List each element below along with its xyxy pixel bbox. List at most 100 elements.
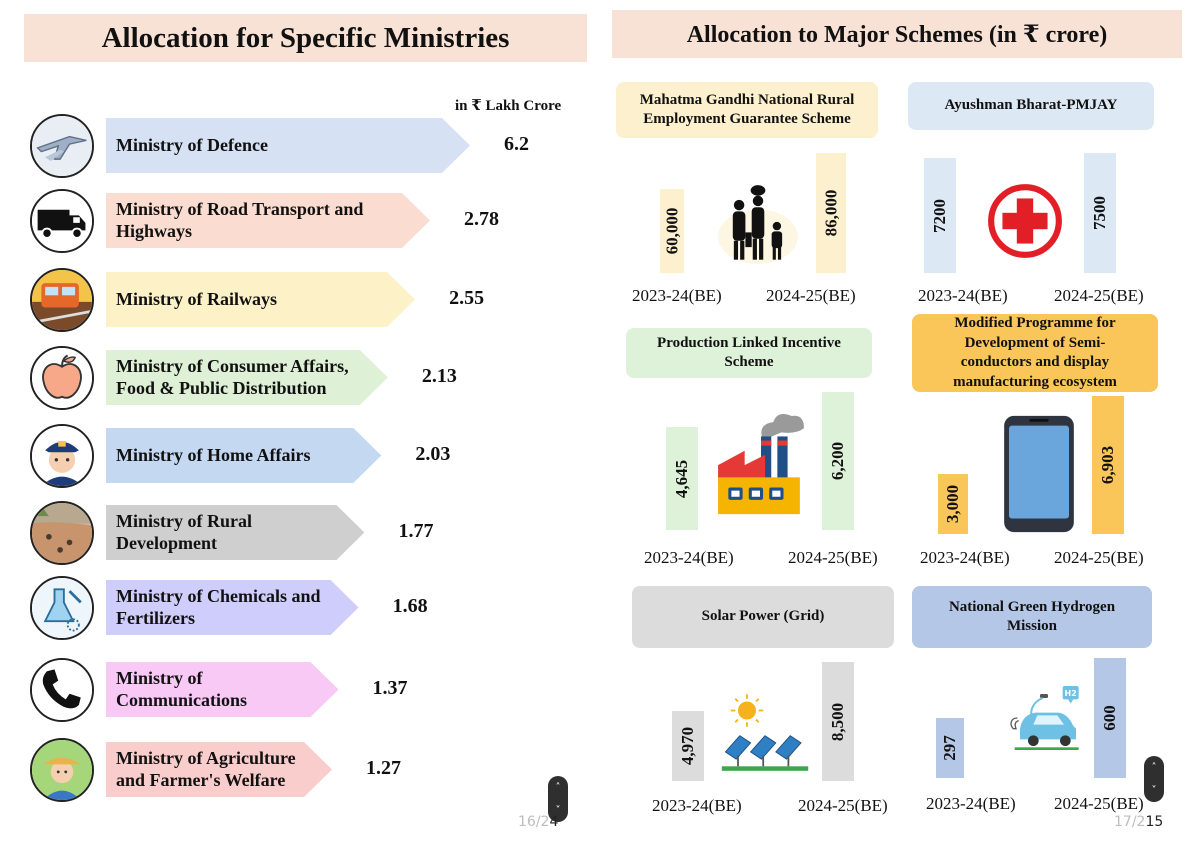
scheme-bar: 8,500 xyxy=(822,662,854,781)
hydrogen-car-icon: H2 xyxy=(980,652,1080,776)
scheme-bar-value: 3,000 xyxy=(943,484,962,524)
fighter-jet-icon xyxy=(30,114,94,178)
scheme-label-line: Mahatma Gandhi National Rural xyxy=(639,91,855,108)
scheme-label-line: Development of Semi- xyxy=(964,334,1106,351)
ministry-label-line: Ministry of Road Transport and xyxy=(116,198,364,219)
ministry-value: 1.37 xyxy=(372,677,408,699)
scheme-bar: 6,903 xyxy=(1092,396,1124,534)
ministry-bar: Ministry of Home Affairs xyxy=(106,428,382,483)
left-page-scroll-control[interactable]: ˄ ˅ xyxy=(548,776,568,822)
ministry-value: 2.78 xyxy=(464,208,499,230)
scheme-label-line: Production Linked Incentive xyxy=(657,334,841,351)
ministry-label-line: Development xyxy=(116,532,217,553)
ministry-label-line: Ministry of Rural xyxy=(116,510,252,531)
scheme-label-line: Solar Power (Grid) xyxy=(701,608,825,625)
unit-label: in ₹ Lakh Crore xyxy=(455,98,562,114)
left-page: Allocation for Specific Ministries in ₹ … xyxy=(24,14,587,830)
year-label: 2023-24(BE) xyxy=(644,548,734,567)
scheme-bar-value: 7500 xyxy=(1090,196,1109,230)
scheme-bar: 600 xyxy=(1094,658,1126,778)
year-label: 2023-24(BE) xyxy=(632,286,722,305)
scheme-bar-value: 600 xyxy=(1100,705,1119,731)
scheme-label-line: manufacturing ecosystem xyxy=(953,373,1117,390)
ministries-title: Allocation for Specific Ministries xyxy=(24,14,587,62)
scroll-up-icon[interactable]: ˄ xyxy=(555,781,561,793)
year-label: 2023-24(BE) xyxy=(920,548,1010,567)
scheme-bar: 7200 xyxy=(924,158,956,273)
ministry-value: 1.77 xyxy=(398,520,434,542)
ministry-label-line: Fertilizers xyxy=(116,607,195,628)
right-page-number: 17/215 xyxy=(1114,814,1164,830)
scheme-label: Ayushman Bharat-PMJAY xyxy=(908,82,1154,130)
farmer-icon xyxy=(30,738,94,802)
solar-panel-icon xyxy=(720,688,810,778)
family-icon xyxy=(716,182,800,266)
scheme-label: Solar Power (Grid) xyxy=(632,586,894,648)
year-label: 2023-24(BE) xyxy=(652,796,742,815)
ministry-bar: Ministry of Road Transport and Highways xyxy=(106,193,430,248)
scroll-down-icon[interactable]: ˅ xyxy=(555,804,561,816)
scheme-bar-value: 60,000 xyxy=(662,207,681,255)
year-label: 2024-25(BE) xyxy=(1054,548,1144,567)
scheme-bar-value: 7200 xyxy=(930,198,949,233)
ministry-label: Ministry of Road Transport and Highways xyxy=(116,193,363,248)
scheme-label: National Green Hydrogen Mission xyxy=(912,586,1152,648)
medical-cross-icon xyxy=(984,180,1066,262)
scroll-down-icon[interactable]: ˅ xyxy=(1151,784,1157,796)
ministry-bar: Ministry of Rural Development xyxy=(106,505,365,560)
chemical-lab-icon xyxy=(30,576,94,640)
year-label: 2023-24(BE) xyxy=(926,794,1016,813)
ministry-label: Ministry of Rural Development xyxy=(116,505,252,560)
train-icon xyxy=(30,268,94,332)
ministry-bar: Ministry of Railways xyxy=(106,272,416,327)
scheme-bar: 60,000 xyxy=(660,189,684,273)
ministry-label-line: Communications xyxy=(116,689,248,710)
scheme-bar-value: 4,970 xyxy=(678,726,697,766)
scheme-label-line: conductors and display xyxy=(960,354,1110,370)
ministry-label: Ministry of Defence xyxy=(116,118,268,173)
right-page-scroll-control[interactable]: ˄ ˅ xyxy=(1144,756,1164,802)
rural-field-icon xyxy=(30,501,94,565)
scheme-label-line: Employment Guarantee Scheme xyxy=(643,111,851,127)
scheme-label: Modified Programme for Development of Sem… xyxy=(912,314,1158,392)
year-label: 2023-24(BE) xyxy=(918,286,1008,305)
ministry-bar: Ministry of Consumer Affairs, Food & Publ… xyxy=(106,350,388,405)
left-page-number: 16/24 xyxy=(518,814,559,830)
year-label: 2024-25(BE) xyxy=(1054,794,1144,813)
ministry-bar: Ministry of Chemicals and Fertilizers xyxy=(106,580,359,635)
scheme-bar: 6,200 xyxy=(822,392,854,530)
scheme-bar: 4,645 xyxy=(666,427,698,530)
scheme-bar-value: 6,200 xyxy=(828,441,847,481)
scheme-bar: 4,970 xyxy=(672,711,704,781)
ministry-label: Ministry of Communications xyxy=(116,662,247,717)
scheme-bar-value: 8,500 xyxy=(828,702,847,741)
factory-icon xyxy=(714,404,806,520)
smartphone-icon xyxy=(1002,414,1076,534)
ministry-label-line: Ministry of Agriculture xyxy=(116,747,296,768)
scheme-bar: 7500 xyxy=(1084,153,1116,273)
ministry-label-line: Ministry of Consumer Affairs, xyxy=(116,355,349,376)
scheme-label: Mahatma Gandhi National Rural Employment … xyxy=(616,82,878,138)
ministry-value: 1.27 xyxy=(366,757,401,779)
ministry-label-line: Food & Public Distribution xyxy=(116,377,327,398)
ministry-label: Ministry of Consumer Affairs, Food & Publ… xyxy=(116,350,349,405)
scheme-label-line: Ayushman Bharat-PMJAY xyxy=(944,97,1118,114)
scheme-bar: 86,000 xyxy=(816,153,846,273)
year-label: 2024-25(BE) xyxy=(798,796,888,815)
scheme-bar-value: 86,000 xyxy=(821,189,840,237)
telephone-icon xyxy=(30,658,94,722)
ministry-value: 2.13 xyxy=(421,365,457,387)
police-officer-icon xyxy=(30,424,94,488)
ministry-label: Ministry of Agriculture and Farmer's Welf… xyxy=(116,742,296,797)
year-label: 2024-25(BE) xyxy=(766,286,856,305)
ministry-label-line: Ministry of Home Affairs xyxy=(116,444,311,465)
scheme-label-line: Modified Programme for xyxy=(954,315,1116,331)
scheme-label-line: Scheme xyxy=(724,354,774,370)
apple-icon xyxy=(30,346,94,410)
truck-icon xyxy=(30,189,94,253)
ministry-value: 2.55 xyxy=(449,287,485,309)
ministry-label-line: Ministry of xyxy=(116,667,203,688)
scroll-up-icon[interactable]: ˄ xyxy=(1151,761,1157,773)
ministry-value: 2.03 xyxy=(415,443,451,465)
ministry-bar: Ministry of Defence xyxy=(106,118,470,173)
